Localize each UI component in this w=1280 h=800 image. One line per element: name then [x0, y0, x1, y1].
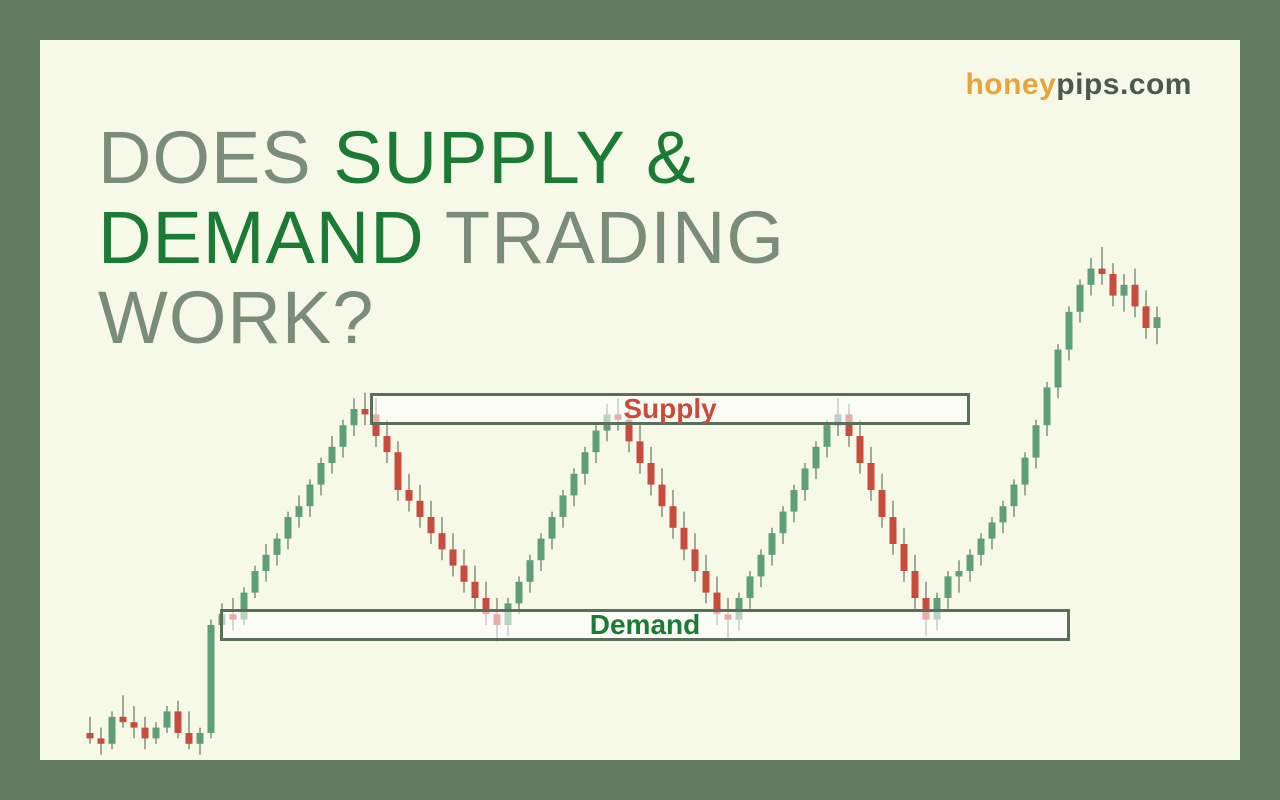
outer-frame: honeypips.com DOES SUPPLY & DEMAND TRADI… [0, 0, 1280, 800]
logo-part2: pips.com [1056, 68, 1192, 101]
site-logo: honeypips.com [965, 68, 1192, 102]
demand-zone-label: Demand [590, 609, 700, 641]
inner-panel: honeypips.com DOES SUPPLY & DEMAND TRADI… [40, 40, 1240, 760]
demand-zone: Demand [220, 609, 1070, 641]
title-l1b: SUPPLY & [333, 116, 696, 199]
candlestick-chart: Supply Demand [40, 220, 1240, 760]
supply-zone: Supply [370, 393, 970, 425]
supply-zone-label: Supply [623, 393, 716, 425]
candles-svg [40, 220, 1240, 760]
logo-part1: honey [965, 68, 1056, 101]
title-l1a: DOES [98, 116, 333, 199]
